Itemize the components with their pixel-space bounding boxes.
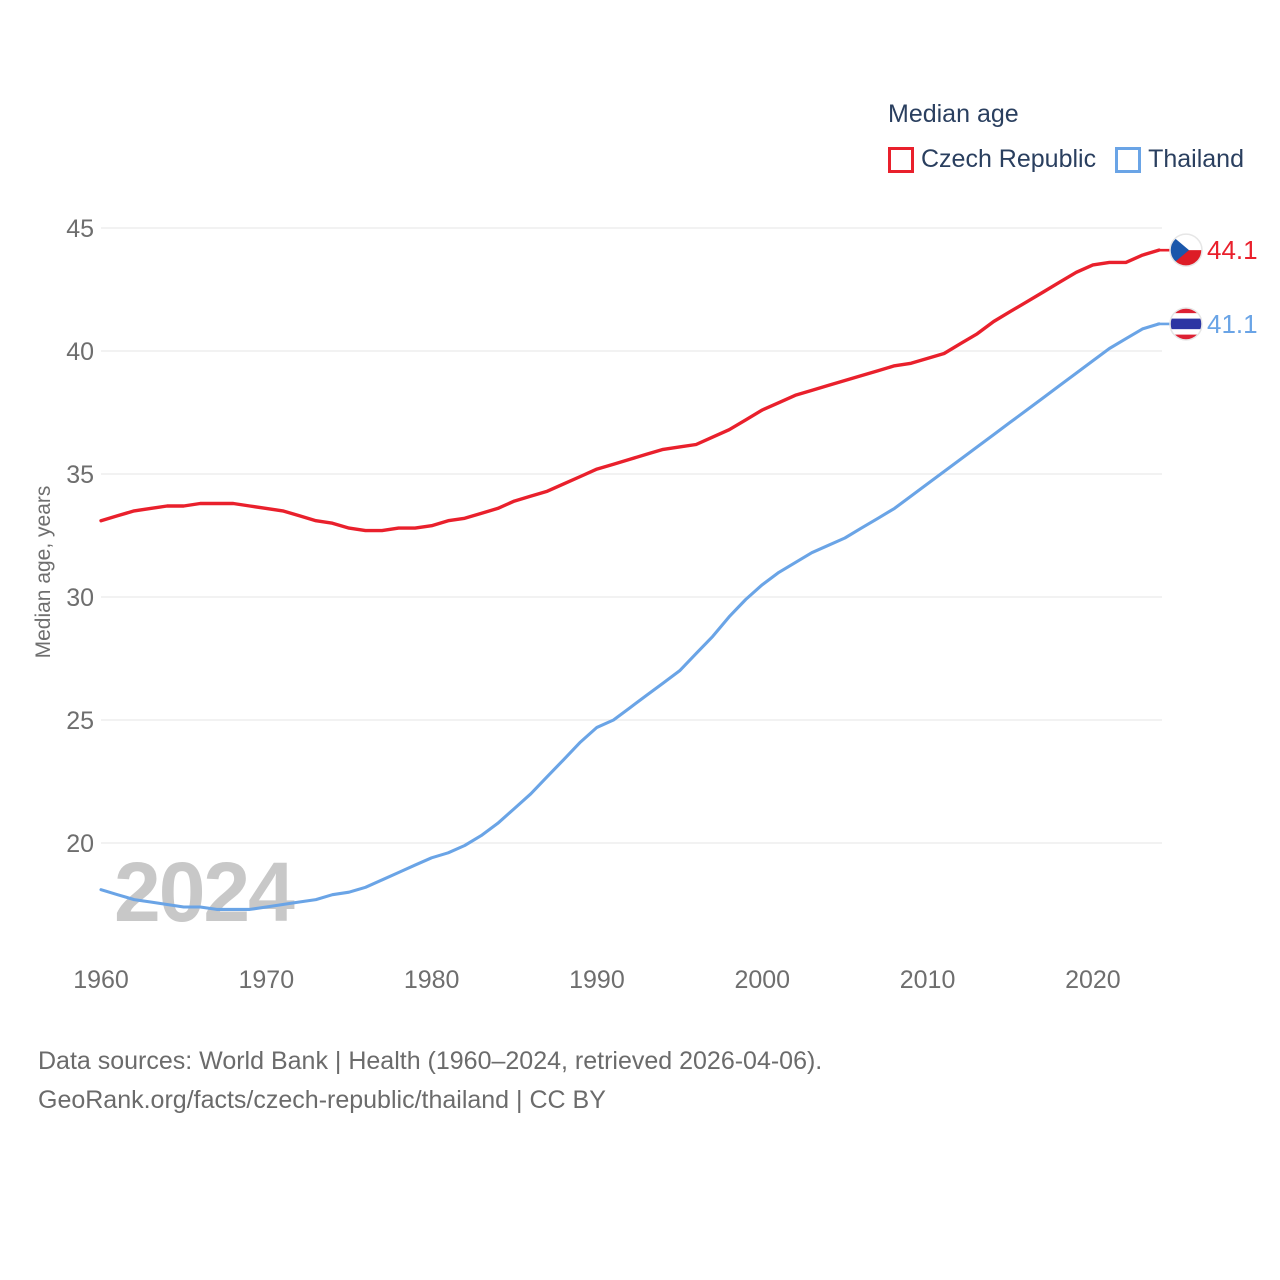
y-tick-label: 40 — [66, 338, 94, 366]
y-tick-label: 35 — [66, 461, 94, 489]
x-tick-label: 2000 — [734, 966, 790, 994]
thailand-swatch-icon — [1115, 146, 1142, 173]
legend-label-czech-republic: Czech Republic — [921, 145, 1097, 173]
czech-republic-swatch-icon — [888, 146, 914, 173]
thailand-flag-ring — [1169, 307, 1203, 341]
x-tick-label: 1980 — [404, 966, 460, 994]
czech-republic-flag-ring — [1169, 233, 1203, 267]
czech-republic-line[interactable] — [99, 248, 1161, 533]
czech-republic-flag-icon — [1170, 234, 1202, 267]
x-tick-label: 1960 — [73, 966, 129, 994]
x-tick-label: 2020 — [1065, 966, 1121, 994]
x-tick-label: 1970 — [239, 966, 295, 994]
legend-title: Median age — [888, 100, 1019, 128]
data-sources-line: Data sources: World Bank | Health (1960–… — [38, 1047, 823, 1075]
attribution-line: GeoRank.org/facts/czech-republic/thailan… — [38, 1086, 606, 1114]
x-tick-label: 2010 — [900, 966, 956, 994]
czech-republic-end-value-label: 44.1 — [1207, 235, 1258, 265]
y-tick-label: 25 — [66, 707, 94, 735]
y-tick-label: 30 — [66, 584, 94, 612]
y-axis-title: Median age, years — [32, 485, 55, 659]
footer: Data sources: World Bank | Health (1960–… — [38, 1042, 822, 1120]
watermark-year: 2024 — [114, 845, 295, 939]
thailand-end-value-label: 41.1 — [1207, 309, 1258, 339]
y-tick-label: 45 — [66, 215, 94, 243]
legend-item-czech-republic[interactable]: Czech Republic — [888, 145, 1096, 174]
thailand-flag-icon — [1170, 307, 1202, 340]
legend-label-thailand: Thailand — [1148, 145, 1244, 173]
x-tick-label: 1990 — [569, 966, 625, 994]
legend-row: Czech Republic Thailand — [888, 145, 1244, 174]
legend: Median age Czech Republic Thailand — [888, 100, 1244, 174]
thailand-line[interactable] — [99, 322, 1161, 911]
legend-item-thailand[interactable]: Thailand — [1115, 145, 1244, 174]
y-tick-label: 20 — [66, 830, 94, 858]
